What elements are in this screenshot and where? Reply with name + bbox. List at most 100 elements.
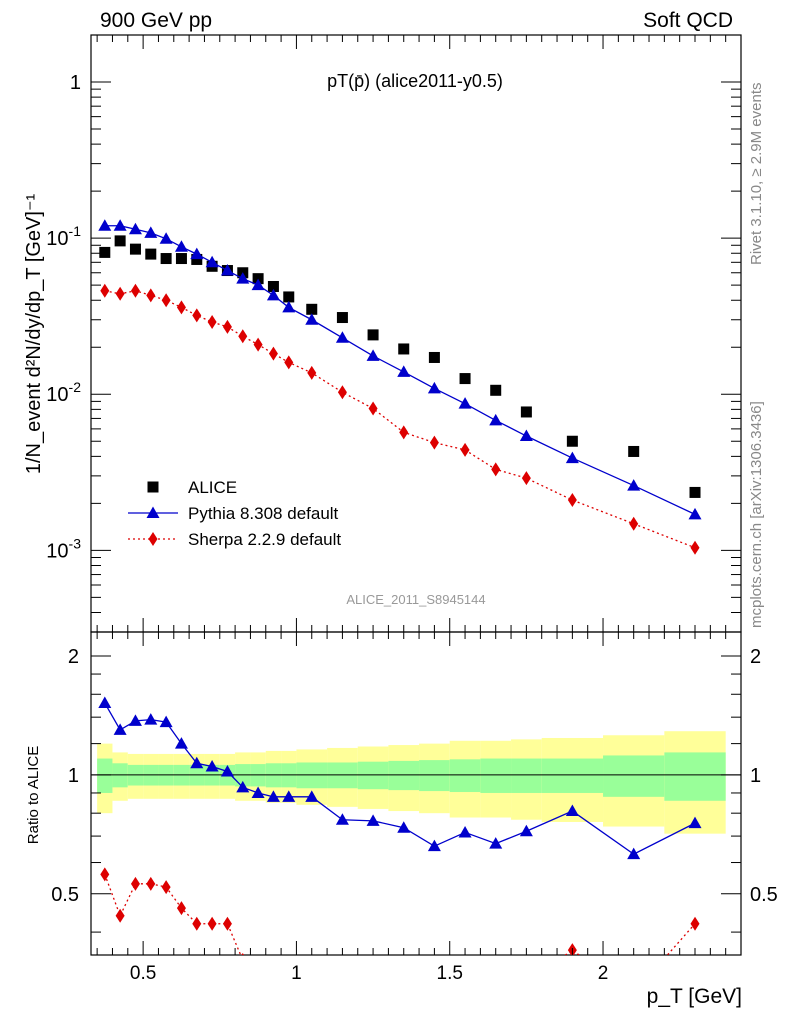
ratio-band-inner [603,755,665,797]
data-point [253,337,263,352]
data-point [146,288,156,303]
legend-label: ALICE [188,478,237,497]
legend-label: Pythia 8.308 default [188,504,339,523]
data-point [267,280,279,292]
data-point [397,365,411,377]
data-point [161,293,171,308]
x-tick-label: 2 [598,963,609,984]
data-point [490,384,502,396]
ratio-band-inner [480,758,512,793]
ratio-point [427,839,441,852]
ratio-band-inner [664,752,726,801]
x-axis-label: p_T [GeV] [647,985,742,1008]
data-point [335,331,349,343]
data-point [368,401,378,416]
data-point [367,329,379,341]
ratio-point [222,916,232,931]
data-point [336,312,348,324]
legend-marker [148,532,158,546]
data-point [220,264,234,276]
ratio-point [176,901,186,916]
ratio-point [251,786,265,798]
legend-item: Pythia 8.308 default [128,504,339,523]
series-1-ratio [98,696,702,860]
data-point [306,303,318,315]
data-point [176,300,186,315]
ratio-y-tick-label-right: 1 [750,765,761,787]
data-point [130,283,140,298]
ratio-point [207,916,217,931]
ratio-point [519,824,533,837]
ratio-y-tick-label: 1 [68,765,79,787]
data-point [283,291,295,303]
mcplots-label: mcplots.cern.ch [arXiv:1306.3436] [748,401,765,628]
data-point [190,247,204,260]
data-point [159,232,173,244]
data-point [236,272,250,284]
ratio-point [161,880,171,895]
ratio-point [254,963,263,977]
data-point [565,451,579,464]
ratio-point [399,986,408,1000]
data-point [284,355,294,370]
data-point [175,253,187,265]
data-point [114,235,126,247]
ratio-point [115,908,125,923]
ratio-point [192,916,202,931]
ratio-point [269,974,278,988]
data-point [282,300,296,313]
data-point [98,219,112,231]
ratio-point [220,764,234,777]
ratio-band-inner [357,761,389,790]
y-tick-label: 10-1 [46,223,81,250]
data-point [266,288,280,301]
data-point [115,286,125,301]
ratio-bands [91,731,741,834]
watermark: ALICE_2011_S8945144 [346,592,485,607]
data-point [429,435,439,450]
data-point [460,442,470,457]
legend-marker [147,481,159,493]
data-point [519,429,533,442]
ratio-point [338,980,347,994]
ratio-point [307,974,316,988]
data-point [366,349,380,361]
series [98,219,702,1013]
frames [90,34,742,956]
ratio-band-inner [388,760,420,791]
data-point [160,253,172,265]
chart-title-text: pT(p̄) (alice2011-y0.5) [327,71,503,91]
ratio-band-inner [419,760,450,792]
ratio-point [98,696,112,709]
data-point [428,351,440,363]
ratio-point [522,974,531,988]
series-2-ratio [100,867,700,1013]
ratio-point [629,986,638,1000]
ratio-point [205,760,219,772]
ratio-point [128,714,142,726]
ratio-point [190,756,204,769]
ratio-point [130,876,140,891]
ratio-point [266,790,280,802]
data-point [399,425,409,440]
data-point [459,373,471,385]
legend-marker [146,506,160,518]
ratio-point [305,790,319,802]
ratio-point [430,999,439,1013]
data-point [491,462,501,477]
data-point [566,435,578,447]
ratio-band-inner [511,758,542,793]
data-point [305,313,319,325]
ratio-point [100,867,110,882]
ratio-point [458,825,472,838]
series-0-main [99,235,701,498]
tick-labels: 0.5 1 1.5 2 10-3 10-2 10-1 1 0.5 0.5 1 1 2 2 [46,72,778,984]
ratio-point [282,790,296,802]
data-point [100,283,110,298]
data-point [207,315,217,330]
ratio-y-tick-label-right: 0.5 [750,884,778,906]
legend-item: ALICE [147,478,237,497]
x-tick-label: 0.5 [130,963,156,984]
ratio-point [690,916,700,931]
x-tick-label: 1 [291,963,302,984]
